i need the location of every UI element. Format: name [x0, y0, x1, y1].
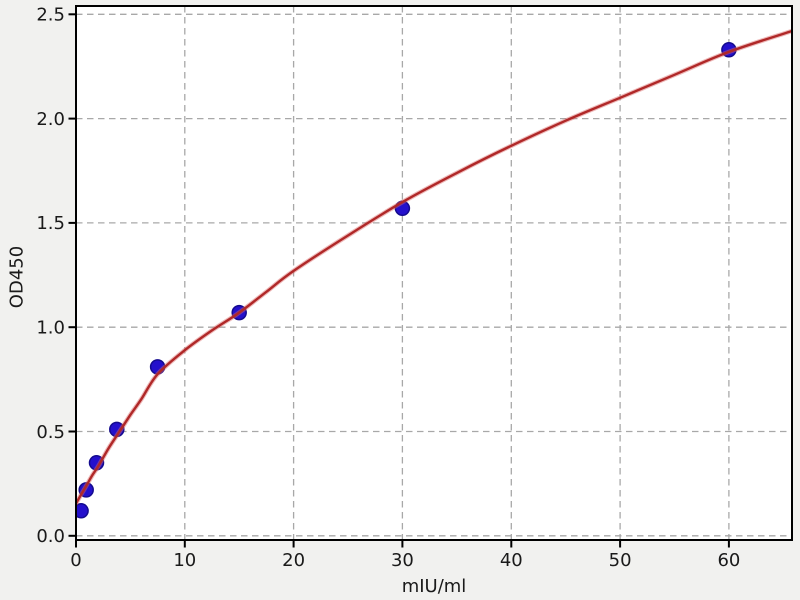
- data-point: [76, 503, 89, 519]
- y-tick-label: 1.0: [36, 318, 65, 339]
- y-tick-label: 2.5: [36, 5, 65, 26]
- y-axis-label: OD450: [6, 245, 28, 309]
- data-layer: [76, 28, 792, 519]
- x-tick-label: 30: [391, 550, 414, 571]
- x-tick-label: 50: [609, 550, 632, 571]
- x-tick-label: 40: [500, 550, 523, 571]
- fit-curve-line: [76, 29, 792, 505]
- x-tick-label: 60: [717, 550, 740, 571]
- plot-frame: [75, 5, 793, 541]
- x-tick-label: 0: [70, 550, 81, 571]
- y-tick-label: 1.5: [36, 213, 65, 234]
- plot-area: [76, 6, 792, 540]
- y-tick-label: 0.0: [36, 526, 65, 547]
- x-axis-label: mIU/ml: [401, 576, 467, 597]
- y-tick-label: 0.5: [36, 422, 65, 443]
- x-tick-label: 10: [173, 550, 196, 571]
- y-tick-label: 2.0: [36, 109, 65, 130]
- x-tick-label: 20: [282, 550, 305, 571]
